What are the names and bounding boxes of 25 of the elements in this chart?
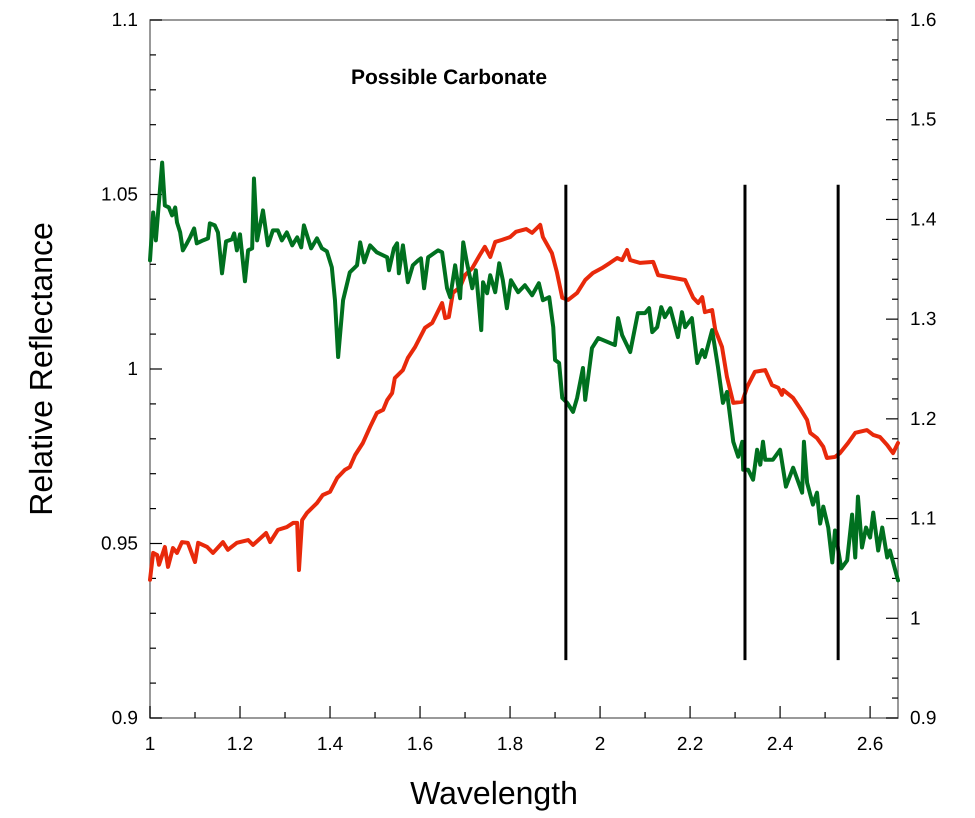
x-tick-label: 2 [594,734,606,755]
x-tick-label: 1.2 [226,734,254,755]
x-tick-label: 1.6 [406,734,434,755]
y-tick-label: 1 [127,359,138,380]
x-tick-label: 2.4 [766,734,794,755]
y-tick-label: 1.05 [101,184,138,206]
text: Possible Carbonate [350,66,548,89]
x-tick-label: 2.6 [856,734,884,755]
x-tick-label: 1.4 [316,734,344,755]
y2-tick-label: 1.3 [910,309,936,330]
x-tick-label: 1.8 [496,734,524,755]
y2-tick-label: 1.6 [910,10,936,31]
y2-tick-label: 1.5 [910,110,936,131]
y2-tick-label: 1.4 [910,209,937,230]
y-axis-title: Relative Reflectance [23,222,59,516]
y2-tick-label: 1 [910,608,921,630]
y-tick-label: 1.1 [112,10,138,31]
x-axis-title: Wavelength [410,775,578,811]
x-tick-label: 1 [144,734,156,755]
y2-tick-label: 1.1 [910,508,936,530]
y-tick-label: 0.9 [112,708,138,729]
y2-tick-label: 1.2 [910,408,936,430]
y2-tick-label: 0.9 [910,708,936,729]
x-tick-label: 2.2 [676,734,704,755]
y-tick-label: 0.95 [101,534,138,554]
